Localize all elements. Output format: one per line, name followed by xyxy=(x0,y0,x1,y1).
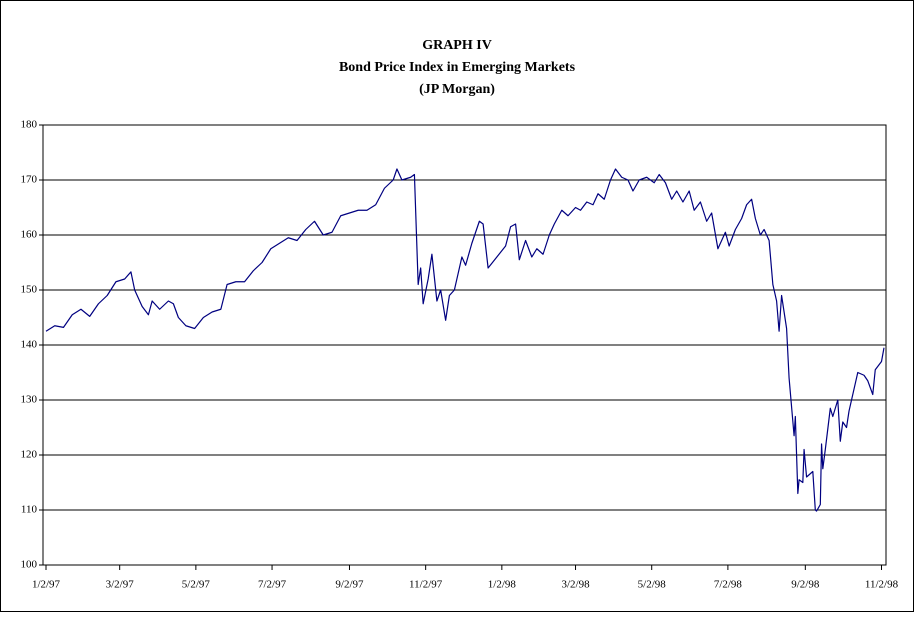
chart-title: (JP Morgan) xyxy=(419,82,495,97)
plot-frame xyxy=(42,124,887,566)
x-tick-label: 1/2/98 xyxy=(488,579,517,591)
chart-title: GRAPH IV xyxy=(422,38,492,53)
x-tick-label: 3/2/97 xyxy=(106,579,135,591)
x-tick-label: 5/2/98 xyxy=(638,579,667,591)
y-tick-label: 140 xyxy=(21,339,38,351)
x-tick-label: 11/2/97 xyxy=(409,579,443,591)
x-tick-label: 7/2/98 xyxy=(714,579,743,591)
y-tick-label: 160 xyxy=(21,229,38,241)
x-tick-label: 1/2/97 xyxy=(32,579,61,591)
x-tick-label: 3/2/98 xyxy=(561,579,590,591)
x-tick-label: 11/2/98 xyxy=(865,579,899,591)
y-tick-label: 120 xyxy=(21,449,38,461)
data-line xyxy=(45,168,885,512)
y-tick-label: 180 xyxy=(21,119,38,131)
chart-title: Bond Price Index in Emerging Markets xyxy=(339,60,576,75)
y-tick-label: 170 xyxy=(21,174,38,186)
x-tick-label: 9/2/98 xyxy=(791,579,820,591)
y-tick-label: 100 xyxy=(21,559,38,571)
x-tick-label: 7/2/97 xyxy=(258,579,287,591)
y-tick-label: 150 xyxy=(21,284,38,296)
x-tick-label: 9/2/97 xyxy=(335,579,364,591)
y-tick-label: 130 xyxy=(21,394,38,406)
y-tick-label: 110 xyxy=(21,504,38,516)
x-tick-label: 5/2/97 xyxy=(182,579,211,591)
